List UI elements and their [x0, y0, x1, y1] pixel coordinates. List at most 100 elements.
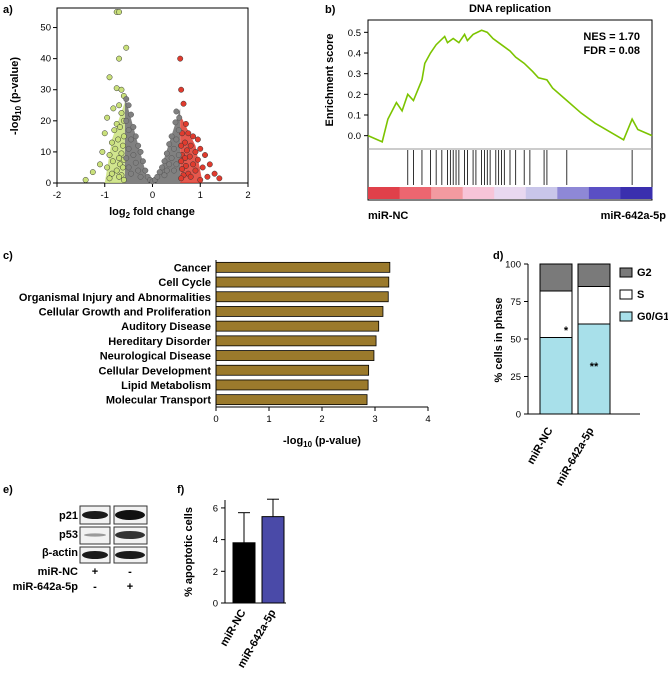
pathway-bar: [215, 291, 389, 303]
blot-label-p53: p53: [59, 529, 78, 541]
volcano-point-down: [110, 105, 117, 112]
pathway-bar: [215, 306, 384, 317]
apoptosis-bars: [232, 498, 285, 604]
gsea-title: DNA replication: [469, 3, 551, 15]
panel-label-d: d): [493, 250, 504, 262]
volcano-point-down: [109, 158, 116, 165]
volcano-point-ns: [171, 167, 177, 174]
volcano-point-ns: [132, 133, 139, 140]
cell-cycle-ylabel: % cells in phase: [493, 298, 505, 383]
pathway-xtick-label: 3: [372, 414, 377, 425]
gsea-gradient-segment: [431, 187, 464, 199]
pathway-xlabel: -log10 (p-value): [283, 435, 361, 449]
gsea-ticks: 0.5 0.4 0.3 0.2 0.1 0.0: [348, 28, 368, 142]
legend-swatch: [619, 311, 633, 322]
legend-label: G2: [637, 267, 652, 279]
panel-label-a: a): [3, 4, 13, 16]
cell-cycle-xlabel-nc: miR-NC: [525, 425, 556, 466]
apoptosis-ytick-label: 0: [213, 599, 218, 610]
pathway-bars: [215, 261, 391, 406]
pathway-bar-chart: Cancer Cell Cycle Organismal Injury and Ab…: [19, 260, 431, 449]
volcano-point-ns: [176, 114, 183, 121]
volcano-point-up: [182, 139, 188, 146]
volcano-ylabel: -log10 (p-value): [9, 57, 23, 135]
volcano-point-down: [116, 55, 123, 62]
volcano-point-down: [106, 152, 113, 158]
volcano-point-up: [204, 173, 211, 180]
volcano-point-up: [178, 142, 185, 149]
volcano-point-down: [104, 164, 111, 171]
volcano-point-down: [123, 44, 130, 51]
volcano-point-up: [199, 164, 206, 171]
panel-label-c: c): [3, 250, 13, 262]
pathway-category-label: Molecular Transport: [106, 395, 211, 407]
volcano-point-ns: [163, 167, 170, 174]
cell-cycle-legend: G2 S G0/G1: [619, 267, 668, 323]
pathway-bar: [215, 335, 377, 347]
volcano-point-ns: [173, 161, 180, 168]
volcano-point-ns: [135, 167, 142, 174]
volcano-point-down: [108, 170, 115, 177]
pathway-xtick-label: 0: [213, 414, 218, 425]
pathway-category-label: Cellular Growth and Proliferation: [39, 306, 212, 318]
pathway-categories: Cancer Cell Cycle Organismal Injury and Ab…: [19, 262, 212, 406]
pathway-bar: [215, 320, 380, 332]
volcano-point-down: [97, 161, 103, 168]
volcano-point-ns: [137, 173, 144, 180]
volcano-xlabel: log2 fold change: [109, 206, 195, 220]
volcano-xtick-label: -2: [53, 190, 61, 201]
pathway-bar: [215, 350, 375, 361]
blot-label-actin: β-actin: [42, 547, 78, 559]
band-actin-642: [115, 551, 145, 559]
cell-cycle-ytick-label: 50: [510, 335, 521, 346]
volcano-point-up: [206, 161, 213, 168]
volcano-point-up: [194, 136, 201, 143]
apoptosis-xlabel-nc: miR-NC: [218, 607, 249, 648]
gsea-fdr: FDR = 0.08: [583, 45, 640, 57]
volcano-point-ns: [125, 145, 132, 152]
pathway-bar: [215, 364, 370, 376]
gsea-right-label: miR-642a-5p: [601, 210, 667, 222]
blot-label-p21: p21: [59, 510, 78, 522]
volcano-point-ns: [171, 145, 177, 152]
volcano-point-down: [118, 110, 125, 116]
volcano-point-up: [179, 166, 186, 172]
volcano-point-down: [120, 133, 127, 140]
volcano-point-ns: [175, 127, 182, 134]
gsea-ytick-label: 0.2: [348, 90, 361, 101]
volcano-point-ns: [173, 108, 180, 115]
apoptosis-bar: [232, 542, 256, 604]
gsea-gradient-segment: [525, 187, 558, 199]
gsea-left-label: miR-NC: [368, 210, 408, 222]
apoptosis-ytick-label: 4: [213, 535, 218, 546]
band-p21-642: [115, 510, 145, 520]
volcano-point-ns: [161, 158, 168, 165]
pathway-xtick-label: 4: [425, 414, 430, 425]
blot-cond-642-2: +: [127, 581, 133, 593]
band-p21-nc: [82, 511, 108, 519]
pathway-category-label: Neurological Disease: [100, 351, 211, 363]
volcano-point-down: [119, 164, 126, 171]
band-p53-nc: [84, 533, 106, 537]
pathway-category-label: Cancer: [174, 262, 212, 274]
gsea-gradient-segment: [368, 187, 401, 199]
volcano-point-ns: [128, 136, 134, 143]
gsea-nes: NES = 1.70: [583, 31, 640, 43]
volcano-point-ns: [123, 155, 130, 162]
volcano-point-up: [183, 147, 190, 154]
western-blot: p21 p53 β-actin miR-NC + - miR-642a-5p -…: [13, 505, 148, 593]
volcano-point-up: [177, 55, 184, 62]
stack-segment-g2: [577, 263, 611, 287]
volcano-ytick-label: 40: [40, 54, 51, 65]
blot-cond-nc-2: -: [128, 566, 132, 578]
volcano-point-ns: [125, 102, 132, 109]
volcano-point-down: [118, 86, 125, 93]
volcano-point-ns: [125, 127, 132, 134]
cell-cycle-ytick-label: 100: [505, 260, 521, 271]
volcano-point-up: [182, 120, 189, 127]
volcano-point-up: [192, 148, 199, 155]
volcano-point-up: [216, 175, 223, 182]
pathway-bar: [215, 394, 368, 406]
cell-cycle-chart: 0 25 50 75 100 G2 S G0/G1 % cells in phase * *…: [493, 260, 668, 489]
